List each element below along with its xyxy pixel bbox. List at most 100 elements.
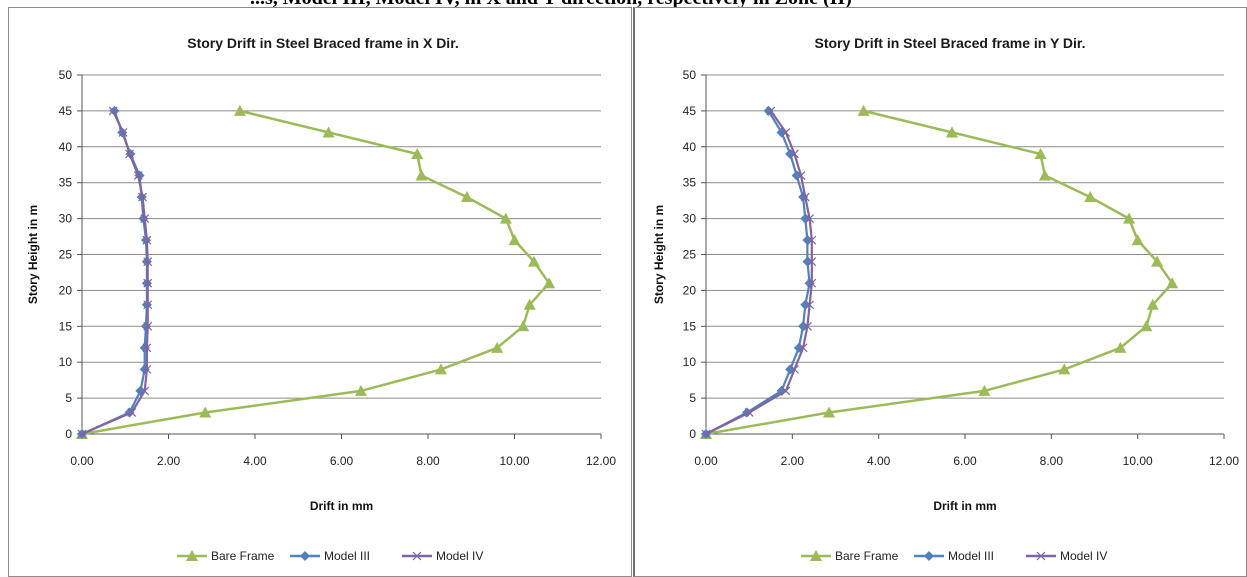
chart2-xlabel: Drift in mm bbox=[933, 499, 996, 513]
chart2-point-bare-frame-5 bbox=[1140, 320, 1153, 332]
chart2-point-model-iv-10 bbox=[805, 214, 815, 224]
chart2-point-model-iv-3-b bbox=[790, 364, 799, 374]
chart1-point-bare-frame-13 bbox=[411, 147, 424, 159]
chart1-point-model-iv-5 bbox=[143, 321, 153, 331]
chart1-ytick-40: 40 bbox=[59, 140, 73, 154]
chart2-point-bare-frame-10 bbox=[1123, 212, 1136, 224]
chart2-point-model-iv-2-b bbox=[781, 386, 791, 396]
chart1-ytick-35: 35 bbox=[59, 176, 73, 190]
chart1-point-model-iv-4-b bbox=[142, 343, 152, 353]
chart2-point-model-iv-12-b bbox=[796, 171, 806, 180]
chart1-point-bare-frame-8 bbox=[527, 255, 540, 267]
chart2-point-model-iv-1-b bbox=[744, 408, 754, 417]
chart2-point-bare-frame-12 bbox=[1038, 169, 1051, 181]
chart2-point-model-iv-9-b bbox=[807, 235, 817, 245]
chart2-point-bare-frame-6 bbox=[1146, 298, 1159, 310]
chart2-legend-bare-frame: Bare Frame bbox=[835, 549, 899, 563]
caption-text: ...s, Model III, Model IV, in X and Y di… bbox=[250, 0, 852, 8]
chart1-point-model-iii-4 bbox=[139, 342, 150, 353]
chart2-point-model-iii-15 bbox=[763, 105, 774, 116]
chart1-point-model-iv-11 bbox=[138, 192, 147, 202]
chart1-xtick-2.00: 2.00 bbox=[157, 454, 181, 468]
chart2-line-bare-frame bbox=[705, 109, 1174, 436]
chart1-line-model-iii bbox=[81, 110, 148, 436]
chart1-title: Story Drift in Steel Braced frame in X D… bbox=[187, 35, 459, 51]
chart1-point-bare-frame-4 bbox=[491, 341, 504, 353]
chart1-point-model-iv-15-b bbox=[108, 106, 118, 116]
chart1-point-model-iii-3 bbox=[139, 364, 150, 375]
chart2-point-model-iv-7-b bbox=[807, 278, 817, 288]
chart2-ytick-35: 35 bbox=[683, 176, 697, 190]
chart1-point-model-iv-2-b bbox=[140, 386, 150, 396]
chart2-point-model-iv-0 bbox=[701, 429, 711, 439]
chart1-point-model-iv-14 bbox=[118, 128, 128, 137]
chart1-point-model-iv-2 bbox=[140, 386, 150, 396]
chart1-point-model-iv-3-b bbox=[142, 364, 152, 374]
chart2-legend-model-iv: Model IV bbox=[1060, 549, 1107, 563]
chart2-point-model-iv-5-b bbox=[803, 321, 812, 331]
chart1-point-bare-frame-14 bbox=[322, 126, 335, 138]
chart2-point-model-iii-2 bbox=[776, 385, 787, 396]
chart1-legend-model-iii: Model III bbox=[324, 549, 370, 563]
chart1-point-model-iv-12-b bbox=[133, 171, 143, 180]
chart2-xtick-10.00: 10.00 bbox=[1123, 454, 1153, 468]
chart2-point-model-iv-6 bbox=[805, 300, 815, 310]
chart1-point-model-iv-7-b bbox=[143, 278, 153, 288]
chart1-line-bare-frame bbox=[81, 109, 551, 436]
chart2-ytick-40: 40 bbox=[683, 140, 697, 154]
chart1-xtick-8.00: 8.00 bbox=[416, 454, 440, 468]
chart2-legend-marker-model-iv bbox=[1036, 551, 1046, 561]
chart1-point-model-iv-8 bbox=[143, 257, 153, 267]
chart2-legend-marker-model-iv-b bbox=[1036, 551, 1046, 561]
chart2-point-model-iii-12 bbox=[791, 170, 802, 181]
chart1-point-model-iv-13 bbox=[125, 149, 134, 159]
chart1-point-model-iv-0-b bbox=[77, 429, 87, 439]
chart1-ytick-10: 10 bbox=[59, 355, 73, 369]
chart1-point-bare-frame-3 bbox=[434, 363, 447, 375]
chart1-ytick-25: 25 bbox=[59, 248, 73, 262]
caption-fragment: ...s, Model III, Model IV, in X and Y di… bbox=[0, 0, 1247, 8]
chart-panel-x: Story Drift in Steel Braced frame in X D… bbox=[8, 7, 632, 577]
chart1-point-model-iv-5-b bbox=[143, 321, 153, 331]
chart2-point-model-iv-15 bbox=[766, 106, 776, 116]
chart2-point-model-iv-4 bbox=[798, 343, 808, 353]
chart-y-svg: Story Drift in Steel Braced frame in Y D… bbox=[652, 35, 1239, 563]
chart1-point-bare-frame-15 bbox=[233, 104, 246, 116]
chart1-point-model-iv-12 bbox=[133, 171, 143, 180]
chart2-xtick-4.00: 4.00 bbox=[867, 454, 891, 468]
chart2-point-model-iv-5 bbox=[803, 321, 812, 331]
chart2-ytick-30: 30 bbox=[683, 212, 697, 226]
chart2-point-model-iii-7 bbox=[804, 278, 815, 289]
chart2-point-model-iv-11 bbox=[800, 192, 810, 202]
chart1-point-model-iv-1-b bbox=[127, 408, 137, 417]
chart2-point-model-iii-14 bbox=[776, 127, 787, 138]
chart2-xtick-8.00: 8.00 bbox=[1040, 454, 1064, 468]
chart1-legend-bare-frame: Bare Frame bbox=[211, 549, 275, 563]
chart-panel-y: Story Drift in Steel Braced frame in Y D… bbox=[633, 7, 1247, 577]
chart2-ytick-5: 5 bbox=[689, 391, 696, 405]
chart1-point-model-iv-14-b bbox=[118, 128, 128, 137]
chart2-title: Story Drift in Steel Braced frame in Y D… bbox=[814, 35, 1085, 51]
chart1-legend-model-iv: Model IV bbox=[436, 549, 483, 563]
chart2-line-model-iii bbox=[705, 110, 811, 435]
chart2-point-bare-frame-14 bbox=[946, 126, 959, 138]
chart2-ytick-10: 10 bbox=[683, 355, 697, 369]
chart1-ytick-5: 5 bbox=[65, 391, 72, 405]
chart2-point-model-iv-1 bbox=[744, 408, 754, 417]
chart2-point-model-iv-11-b bbox=[800, 192, 810, 202]
chart1-point-model-iii-15 bbox=[109, 105, 120, 116]
chart2-point-bare-frame-3 bbox=[1058, 363, 1071, 375]
chart2-xtick-0.00: 0.00 bbox=[694, 454, 718, 468]
chart1-xtick-6.00: 6.00 bbox=[330, 454, 354, 468]
chart1-ylabel: Story Height in m bbox=[26, 205, 40, 304]
chart2-ytick-15: 15 bbox=[683, 319, 697, 333]
chart2-point-model-iv-14-b bbox=[781, 128, 791, 137]
chart2-ylabel: Story Height in m bbox=[652, 205, 666, 304]
chart1-ytick-50: 50 bbox=[59, 68, 73, 82]
chart2-point-bare-frame-2 bbox=[978, 384, 991, 396]
chart1-point-model-iv-11-b bbox=[138, 192, 147, 202]
chart1-line-model-iv bbox=[81, 110, 149, 436]
chart2-point-model-iv-10-b bbox=[805, 214, 815, 224]
chart1-point-model-iv-10 bbox=[140, 214, 150, 224]
chart2-xtick-12.00: 12.00 bbox=[1209, 454, 1239, 468]
